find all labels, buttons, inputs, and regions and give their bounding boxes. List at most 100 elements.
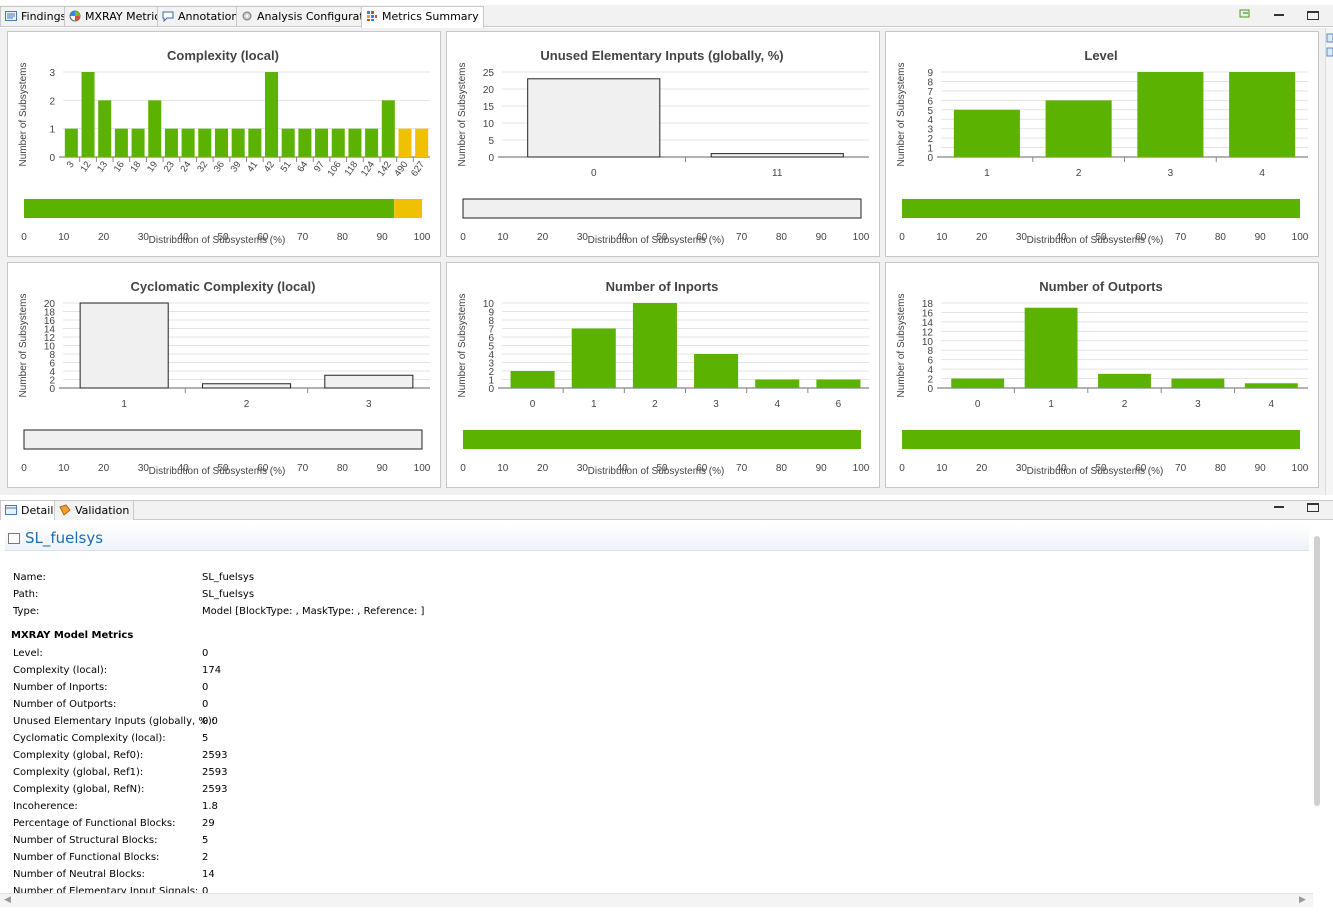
section-title: MXRAY Model Metrics <box>11 630 134 641</box>
tab-label: Metrics Summary <box>382 10 479 23</box>
distribution-tick-label: 40 <box>178 463 190 474</box>
bar <box>571 328 616 388</box>
y-tick-label: 14 <box>922 318 934 329</box>
chart-title: Number of Outports <box>1039 279 1163 294</box>
distribution-tick-label: 40 <box>617 232 629 243</box>
bar <box>315 128 329 157</box>
distribution-tick-label: 80 <box>776 232 788 243</box>
distribution-tick-label: 80 <box>1215 463 1227 474</box>
tab-annotations[interactable]: Annotations <box>157 6 250 26</box>
chart-card: Level Number of Subsystems 0 1 2 3 4 5 6 7 8 9 1 2 3 4 0… <box>885 31 1319 257</box>
property-value: Model [BlockType: , MaskType: , Referenc… <box>202 606 425 617</box>
distribution-tick-label: 10 <box>497 232 509 243</box>
distribution-tick-label: 30 <box>1016 463 1028 474</box>
minimize-button[interactable] <box>1264 503 1284 514</box>
bar <box>181 128 195 157</box>
tab-findings[interactable]: Findings <box>0 6 72 26</box>
x-tick-label: 16 <box>112 159 127 174</box>
bar <box>381 100 395 157</box>
y-tick-label: 20 <box>483 85 495 96</box>
x-tick-label: 32 <box>195 159 210 174</box>
property-value: 0 <box>202 699 209 710</box>
x-tick-label: 6 <box>836 399 842 410</box>
bar <box>298 128 312 157</box>
tab-mxray-metrics[interactable]: MXRAY Metrics <box>64 6 172 26</box>
distribution-tick-label: 20 <box>537 463 549 474</box>
distribution-tick-label: 20 <box>976 232 988 243</box>
bar-chart: Unused Elementary Inputs (globally, %) Nu… <box>457 48 870 246</box>
bar <box>98 100 112 157</box>
y-tick-label: 5 <box>488 342 494 353</box>
y-axis-label: Number of Subsystems <box>896 294 907 398</box>
bar <box>131 128 145 157</box>
distribution-tick-label: 50 <box>1095 232 1107 243</box>
y-tick-label: 4 <box>488 350 494 361</box>
bar <box>348 128 362 157</box>
x-tick-label: 142 <box>376 159 394 178</box>
distribution-tick-label: 30 <box>138 463 150 474</box>
bar <box>755 379 800 388</box>
maximize-button[interactable] <box>1297 11 1319 22</box>
y-tick-label: 0 <box>927 384 933 395</box>
x-tick-label: 1 <box>591 399 597 410</box>
x-tick-label: 42 <box>262 159 277 174</box>
tab-validation[interactable]: Validation <box>54 500 135 520</box>
property-label: Cyclomatic Complexity (local): <box>13 733 166 744</box>
y-tick-label: 20 <box>44 299 56 310</box>
bar <box>201 383 292 389</box>
chart-card: Unused Elementary Inputs (globally, %) Nu… <box>446 31 880 257</box>
x-tick-label: 2 <box>1076 168 1082 179</box>
property-value: 2593 <box>202 784 228 795</box>
property-label: Complexity (local): <box>13 665 108 676</box>
distribution-tick-label: 10 <box>497 463 509 474</box>
y-tick-label: 6 <box>927 96 933 107</box>
distribution-tick-label: 10 <box>58 232 70 243</box>
tab-analysis-configuration[interactable]: Analysis Configuration <box>236 6 386 26</box>
property-label: Complexity (global, Ref0): <box>13 750 144 761</box>
y-tick-label: 2 <box>927 134 933 145</box>
distribution-tick-label: 90 <box>816 463 828 474</box>
distribution-segment <box>394 199 422 218</box>
minimize-button[interactable] <box>1264 11 1284 22</box>
distribution-tick-label: 60 <box>696 463 708 474</box>
x-tick-label: 124 <box>359 159 377 178</box>
tab-label: Analysis Configuration <box>257 10 381 23</box>
distribution-tick-label: 40 <box>1056 463 1068 474</box>
x-tick-label: 2 <box>244 399 250 410</box>
bottom-tab-bar: Details Validation <box>0 500 1333 520</box>
distribution-segment <box>463 430 861 449</box>
property-value: SL_fuelsys <box>202 572 255 583</box>
bar-chart: Cyclomatic Complexity (local) Number of S… <box>18 279 431 477</box>
bar <box>265 72 279 157</box>
distribution-tick-label: 90 <box>816 232 828 243</box>
findings-icon <box>5 9 17 21</box>
y-tick-label: 0 <box>927 153 933 164</box>
property-value: 2593 <box>202 750 228 761</box>
property-label: Number of Elementary Input Signals: <box>13 886 199 897</box>
horizontal-scrollbar[interactable]: ◀ ▶ <box>0 893 1313 907</box>
chart-title: Complexity (local) <box>167 48 279 63</box>
property-label: Incoherence: <box>13 801 78 812</box>
bar <box>816 379 861 388</box>
y-tick-label: 8 <box>488 316 494 327</box>
sync-icon[interactable] <box>1239 9 1251 22</box>
distribution-segment <box>24 199 395 218</box>
tab-metrics-summary[interactable]: Metrics Summary <box>361 6 484 28</box>
validation-icon <box>59 503 71 516</box>
distribution-tick-label: 100 <box>853 463 870 474</box>
maximize-button[interactable] <box>1297 503 1319 514</box>
bar <box>114 128 128 157</box>
details-icon <box>5 503 17 515</box>
y-tick-label: 0 <box>49 384 55 395</box>
tab-details[interactable]: Details <box>0 500 65 520</box>
property-label: Type: <box>13 606 40 617</box>
x-tick-label: 4 <box>1269 399 1275 410</box>
vertical-scrollbar[interactable] <box>1314 536 1320 806</box>
property-label: Unused Elementary Inputs (globally, %): <box>13 716 216 727</box>
y-tick-label: 12 <box>922 327 934 338</box>
y-tick-label: 8 <box>49 350 55 361</box>
bar <box>1171 378 1225 388</box>
x-tick-label: 97 <box>312 159 327 174</box>
